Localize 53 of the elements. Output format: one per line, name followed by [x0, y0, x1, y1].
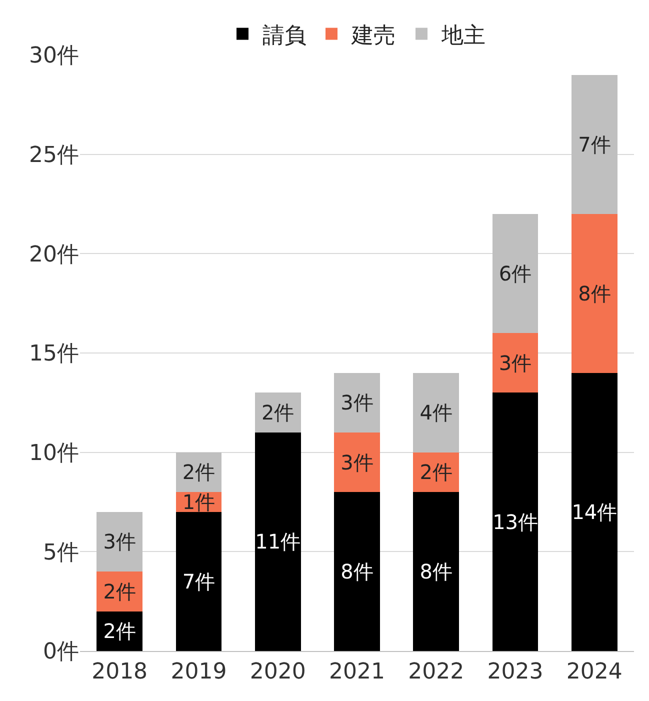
bar	[413, 372, 460, 452]
data-label: 2件	[420, 460, 453, 484]
y-tick-label: 0件	[43, 640, 79, 665]
data-label: 1件	[182, 490, 216, 514]
bar	[254, 392, 301, 432]
y-tick-label: 5件	[43, 540, 79, 566]
legend-label: 地主	[440, 23, 486, 48]
bar	[334, 432, 380, 492]
bar	[492, 333, 538, 393]
legend-label: 請負	[262, 23, 306, 48]
data-label: 2件	[103, 579, 136, 604]
bar	[96, 572, 143, 612]
bar	[96, 512, 143, 572]
x-tick-label: 2019	[170, 659, 227, 684]
data-label: 13件	[492, 510, 538, 534]
data-label: 7件	[578, 132, 611, 156]
data-label: 11件	[255, 530, 301, 554]
bar	[492, 392, 538, 651]
legend-label: 建売	[350, 23, 396, 48]
bar	[334, 492, 380, 651]
data-label: 3件	[340, 390, 374, 415]
bar	[334, 372, 380, 432]
x-tick-label: 2023	[487, 659, 544, 684]
x-tick-label: 2021	[329, 659, 385, 684]
bar	[413, 492, 460, 651]
data-label: 2件	[103, 619, 136, 644]
data-label: 8件	[420, 560, 453, 584]
data-label: 14件	[572, 500, 618, 524]
data-label: 3件	[103, 530, 136, 554]
data-label: 8件	[340, 560, 374, 584]
x-tick-label: 2022	[408, 659, 464, 684]
data-label: 8件	[578, 281, 611, 306]
bar	[571, 214, 618, 373]
bar	[571, 74, 618, 214]
y-tick-label: 15件	[29, 342, 79, 367]
y-tick-label: 20件	[29, 242, 79, 268]
bar	[492, 214, 538, 334]
data-label: 4件	[420, 400, 453, 425]
data-label: 2件	[261, 400, 294, 425]
x-tick-label: 2018	[92, 659, 148, 684]
data-label: 2件	[182, 460, 216, 484]
bar	[176, 512, 222, 651]
data-label: 3件	[340, 450, 374, 474]
bar	[571, 372, 618, 651]
x-tick-label: 2020	[250, 659, 306, 684]
y-tick-label: 30件	[29, 44, 79, 69]
y-tick-label: 10件	[29, 441, 79, 466]
data-label: 3件	[498, 350, 532, 375]
bar	[254, 432, 301, 651]
x-tick-label: 2024	[566, 659, 622, 684]
data-label: 7件	[182, 569, 216, 594]
data-label: 6件	[498, 262, 532, 286]
y-tick-label: 25件	[29, 143, 79, 168]
